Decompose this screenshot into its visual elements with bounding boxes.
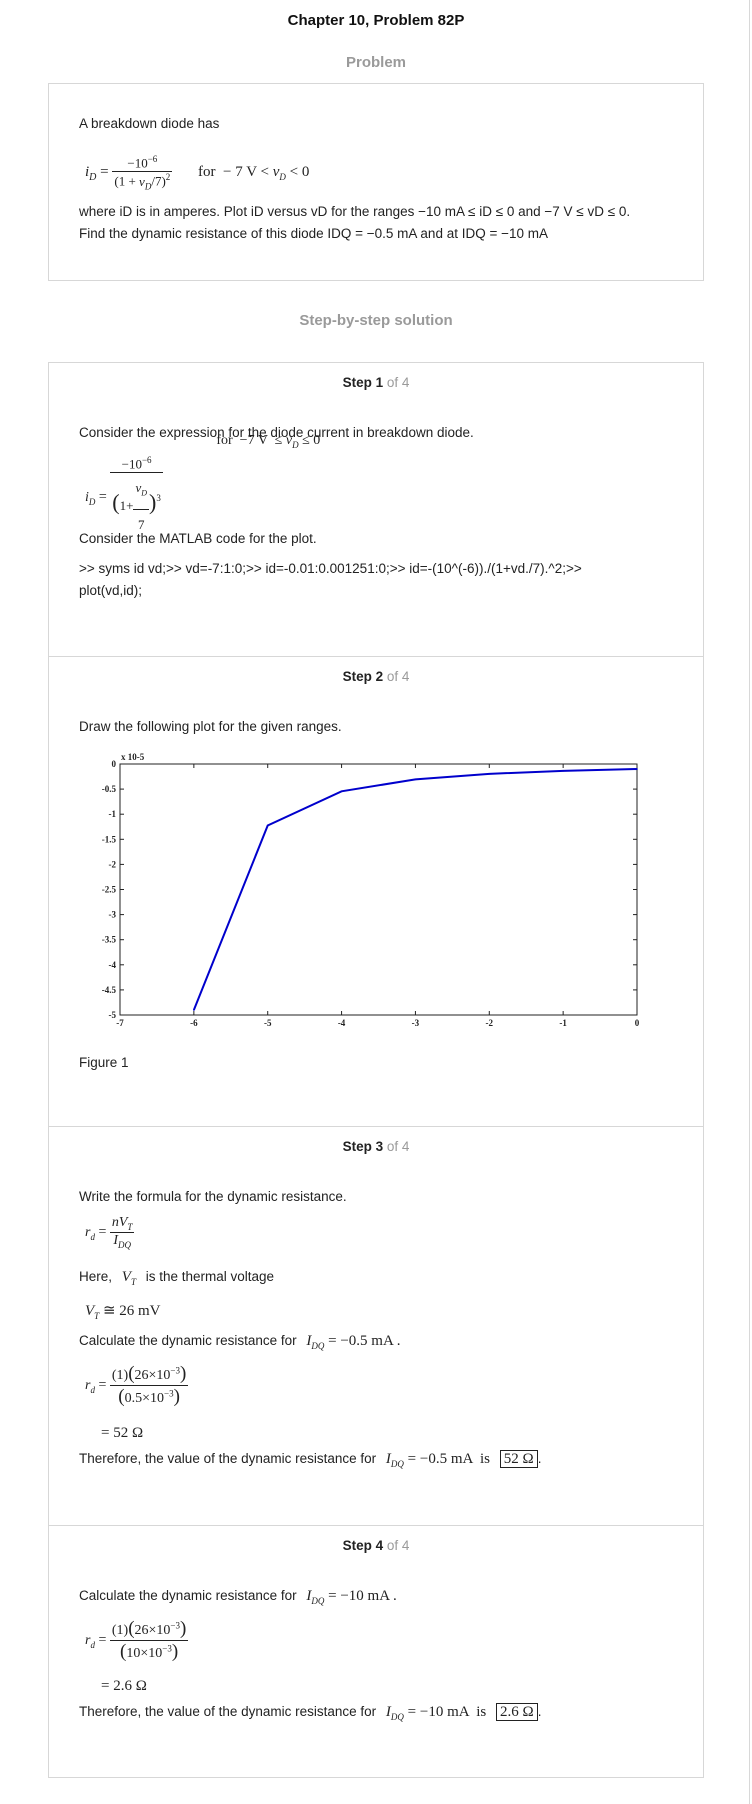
step-1: Step 1 of 4 Consider the expression for … <box>48 363 704 656</box>
problem-intro: A breakdown diode has <box>79 116 220 131</box>
step-1-equation: iD = −10−6 (1+ vD 7)3 for −7 V ≤ vD ≤ 0 <box>85 433 321 532</box>
y-tick-label: 0 <box>112 759 117 769</box>
data-point <box>562 770 564 772</box>
y-tick-label: -1.5 <box>102 834 117 844</box>
y-tick-label: -3.5 <box>102 935 117 945</box>
thermal-voltage-line: Here, VT is the thermal voltage <box>79 1269 275 1287</box>
vt-description: is the thermal voltage <box>145 1269 275 1284</box>
data-point <box>193 1009 195 1011</box>
step-label: Step 3 <box>342 1139 384 1154</box>
step-3-header: Step 3 of 4 <box>49 1139 703 1154</box>
matlab-code-line-1: >> syms id vd;>> vd=-7:1:0;>> id=-0.01:0… <box>79 561 582 576</box>
step-3-therefore: Therefore, the value of the dynamic resi… <box>79 1450 542 1469</box>
problem-line-1: where iD is in amperes. Plot iD versus v… <box>79 204 631 219</box>
vt-value: VT ≅ 26 mV <box>85 1303 161 1321</box>
therefore-text: Therefore, the value of the dynamic resi… <box>79 1704 377 1719</box>
step-4-header: Step 4 of 4 <box>49 1538 703 1553</box>
step-2: Step 2 of 4 Draw the following plot for … <box>48 657 704 1126</box>
figure-caption: Figure 1 <box>79 1055 129 1070</box>
problem-box: A breakdown diode has iD = −10−6 (1 + vD… <box>48 83 704 281</box>
step-3-calc-equation: rd = (1)(26×10−3) (0.5×10−3) <box>85 1363 189 1407</box>
matlab-code-line-2: plot(vd,id); <box>79 583 143 598</box>
plot-area <box>119 763 638 1016</box>
step-4-calc-equation: rd = (1)(26×10−3) (10×10−3) <box>85 1618 189 1662</box>
page-title: Chapter 10, Problem 82P <box>287 12 465 29</box>
step-of: of 4 <box>386 1139 410 1154</box>
data-point <box>636 768 638 770</box>
step-4-calc-line: Calculate the dynamic resistance for IDQ… <box>79 1588 397 1606</box>
step-3: Step 3 of 4 Write the formula for the dy… <box>48 1127 704 1525</box>
problem-line-2: Find the dynamic resistance of this diod… <box>79 226 548 241</box>
step-label: Step 4 <box>342 1538 384 1553</box>
step-label: Step 2 <box>342 669 384 684</box>
x-tick-label: -3 <box>412 1018 420 1028</box>
y-tick-label: -4.5 <box>102 985 117 995</box>
x-tick-label: -5 <box>264 1018 272 1028</box>
y-tick-label: -5 <box>109 1010 117 1020</box>
y-tick-label: -3 <box>109 910 117 920</box>
step-4-result: = 2.6 Ω <box>101 1678 147 1694</box>
step-label: Step 1 <box>342 375 384 390</box>
diode-iv-chart: x 10-5 -7 -6 -5 -4 -3 -2 -1 0 0 -0.5 -1 -1.5 -2 -2.5 -… <box>102 752 640 1028</box>
problem-heading: Problem <box>345 54 406 71</box>
problem-equation: iD = −10−6 (1 + vD/7)2 for − 7 V < vD < … <box>85 154 310 192</box>
y-tick-label: -2 <box>109 859 117 869</box>
step-of: of 4 <box>386 669 410 684</box>
data-point <box>488 773 491 775</box>
y-exponent-label: x 10-5 <box>121 752 145 762</box>
step-divider <box>48 656 704 657</box>
y-tick-label: -0.5 <box>102 784 117 794</box>
calc-text: Calculate the dynamic resistance for <box>79 1333 297 1348</box>
step-1-text-2: Consider the MATLAB code for the plot. <box>79 531 317 546</box>
solution-heading: Step-by-step solution <box>299 312 453 329</box>
step-4: Step 4 of 4 Calculate the dynamic resist… <box>48 1526 704 1778</box>
step-3-text-1: Write the formula for the dynamic resist… <box>79 1189 347 1204</box>
y-tick-label: -2.5 <box>102 885 117 895</box>
step-divider <box>48 362 704 363</box>
x-tick-label: -1 <box>559 1018 567 1028</box>
data-point <box>414 778 417 781</box>
x-tick-label: -4 <box>338 1018 346 1028</box>
calc-text: Calculate the dynamic resistance for <box>79 1588 297 1603</box>
page-right-border <box>749 0 750 1804</box>
step-4-therefore: Therefore, the value of the dynamic resi… <box>79 1703 542 1722</box>
y-tick-label: -1 <box>109 809 117 819</box>
step-3-calc-line: Calculate the dynamic resistance for IDQ… <box>79 1333 401 1351</box>
step-4-answer: 2.6 Ω <box>496 1703 538 1721</box>
step-divider <box>48 1525 704 1526</box>
step-2-text-1: Draw the following plot for the given ra… <box>79 719 342 734</box>
step-divider <box>48 1126 704 1127</box>
step-2-header: Step 2 of 4 <box>49 669 703 684</box>
x-tick-label: -6 <box>190 1018 198 1028</box>
data-point <box>266 824 269 827</box>
y-tick-label: -4 <box>109 960 117 970</box>
step-3-answer: 52 Ω <box>499 1450 538 1468</box>
x-tick-label: -2 <box>486 1018 494 1028</box>
rd-formula: rd = nVT IDQ <box>85 1215 135 1250</box>
here-label: Here, <box>79 1269 113 1284</box>
step-of: of 4 <box>386 1538 410 1553</box>
data-point <box>340 790 343 793</box>
step-1-text-1: Consider the expression for the diode cu… <box>79 425 474 440</box>
step-3-result: = 52 Ω <box>101 1425 144 1441</box>
step-1-header: Step 1 of 4 <box>49 375 703 390</box>
x-tick-label: 0 <box>635 1018 640 1028</box>
x-tick-label: -7 <box>116 1018 124 1028</box>
step-of: of 4 <box>386 375 410 390</box>
therefore-text: Therefore, the value of the dynamic resi… <box>79 1451 377 1466</box>
